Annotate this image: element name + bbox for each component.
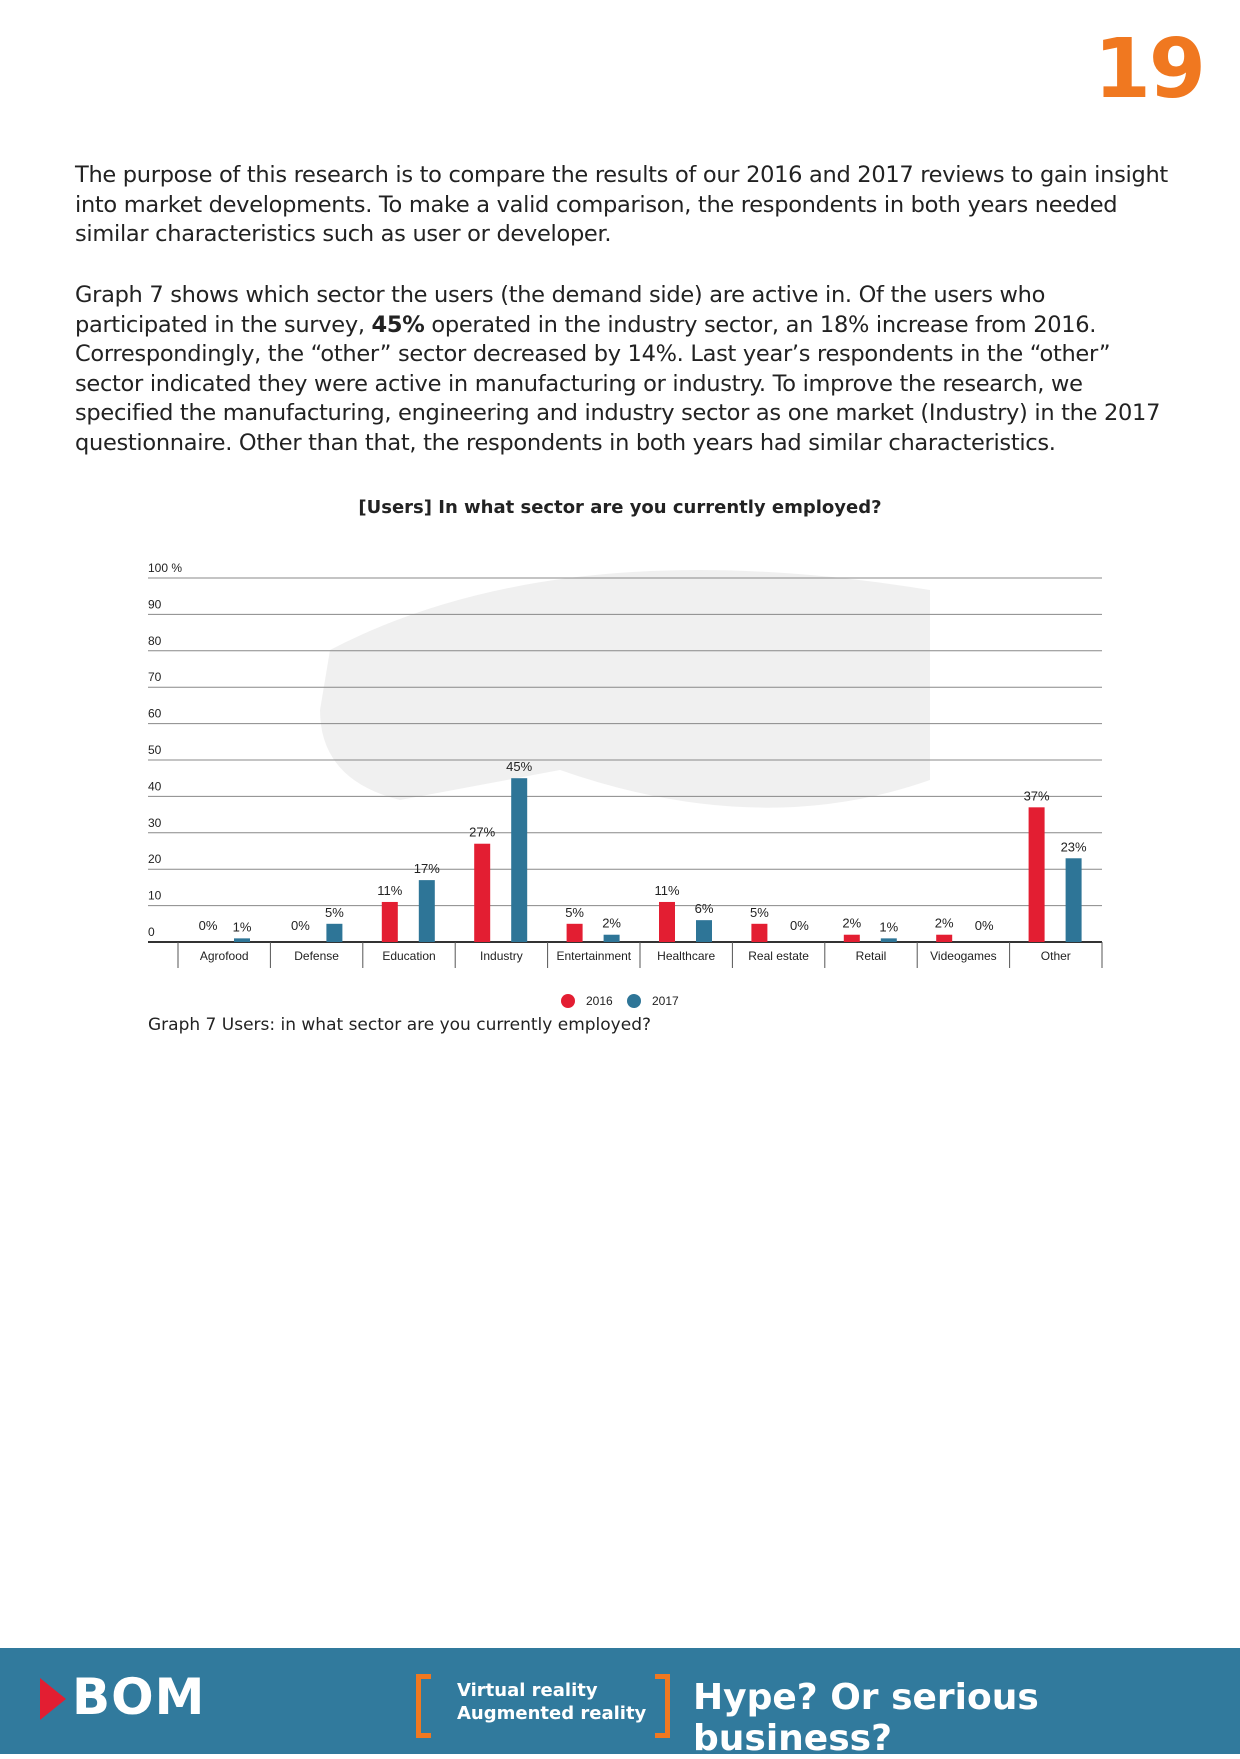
data-label: 11% — [654, 883, 679, 898]
y-tick-label: 0 — [148, 925, 155, 939]
y-tick-label: 60 — [148, 707, 162, 721]
bar-2016 — [474, 843, 491, 942]
bar-chart: 0 10 20 30 40 50 60 70 80 90 100 % Agrofood 0% 1% Defe… — [148, 561, 1103, 1008]
y-tick-label: 100 % — [148, 561, 182, 575]
data-label: 5% — [325, 905, 344, 920]
data-label: 17% — [414, 861, 440, 876]
graph-description-paragraph: Graph 7 shows which sector the users (th… — [75, 281, 1175, 458]
y-tick-label: 70 — [148, 670, 162, 684]
bar-2016 — [381, 901, 398, 942]
bar-2017 — [511, 778, 528, 942]
bar-2017 — [880, 938, 897, 942]
data-label: 5% — [565, 905, 584, 920]
bar-2016 — [936, 934, 953, 942]
intro-paragraph: The purpose of this research is to compa… — [75, 162, 1168, 247]
legend-swatch-2017 — [627, 994, 641, 1008]
y-tick-label: 30 — [148, 816, 162, 830]
data-label: 2% — [935, 916, 954, 931]
data-label: 0% — [975, 918, 994, 933]
slogan: Hype? Or serious business? — [693, 1677, 1039, 1759]
x-tick-label: Education — [382, 949, 435, 963]
y-tick-label: 10 — [148, 889, 162, 903]
bar-2017 — [418, 880, 435, 942]
x-tick-label: Defense — [294, 949, 339, 963]
legend-swatch-2016 — [561, 994, 575, 1008]
x-tick-label: Industry — [480, 949, 523, 963]
y-tick-label: 40 — [148, 779, 162, 793]
bracket-left — [416, 1674, 431, 1738]
data-label: 11% — [377, 883, 402, 898]
x-tick-label: Videogames — [930, 949, 997, 963]
tagline-line: Augmented reality — [457, 1703, 647, 1724]
data-label: 1% — [879, 919, 898, 934]
x-tick-label: Retail — [856, 949, 887, 963]
bar-2017 — [1065, 858, 1082, 942]
tagline-line: Virtual reality — [457, 1680, 598, 1701]
footer-bar — [0, 1648, 1240, 1754]
chart-caption: Graph 7 Users: in what sector are you cu… — [148, 1015, 652, 1035]
bar-2017 — [603, 934, 620, 942]
x-tick-label: Other — [1041, 949, 1071, 963]
headset-watermark — [320, 570, 930, 808]
bar-2017 — [696, 920, 712, 942]
page-number: 19 — [1093, 22, 1206, 117]
data-label: 0% — [790, 918, 809, 933]
data-label: 37% — [1024, 788, 1050, 803]
data-label: 23% — [1061, 839, 1087, 854]
bracket-right — [655, 1674, 670, 1738]
y-tick-label: 50 — [148, 743, 162, 757]
y-tick-label: 80 — [148, 634, 162, 648]
text: Graph 7 shows which sector the users (th… — [75, 282, 1046, 338]
bar-2016 — [566, 923, 583, 942]
x-tick-label: Healthcare — [657, 949, 715, 963]
highlight-percent: 45% — [371, 311, 425, 338]
text: operated in the industry sector, an 18% … — [75, 311, 1161, 456]
bar-2017 — [234, 938, 250, 942]
x-tick-label: Real estate — [748, 949, 809, 963]
data-label: 45% — [506, 759, 532, 774]
data-label: 27% — [469, 825, 495, 840]
bar-2016 — [751, 923, 768, 942]
bar-2017 — [326, 923, 343, 942]
data-label: 6% — [695, 901, 714, 916]
x-tick-label: Agrofood — [200, 949, 249, 963]
logo-arrow-icon — [40, 1678, 66, 1720]
y-tick-label: 20 — [148, 852, 162, 866]
bar-2016 — [843, 934, 860, 942]
data-label: 5% — [750, 905, 769, 920]
logo: BOM — [72, 1668, 206, 1726]
data-label: 2% — [602, 916, 621, 931]
chart-title: [Users] In what sector are you currently… — [358, 497, 882, 518]
data-label: 0% — [199, 918, 218, 933]
legend-label: 2016 — [586, 994, 613, 1008]
data-label: 0% — [291, 918, 310, 933]
bar-2016 — [659, 901, 675, 942]
x-tick-label: Entertainment — [556, 949, 631, 963]
data-label: 1% — [233, 919, 252, 934]
tagline: Virtual reality Augmented reality — [457, 1679, 646, 1725]
bar-2016 — [1028, 807, 1045, 942]
legend-label: 2017 — [652, 994, 679, 1008]
data-label: 2% — [842, 916, 861, 931]
y-tick-label: 90 — [148, 597, 162, 611]
